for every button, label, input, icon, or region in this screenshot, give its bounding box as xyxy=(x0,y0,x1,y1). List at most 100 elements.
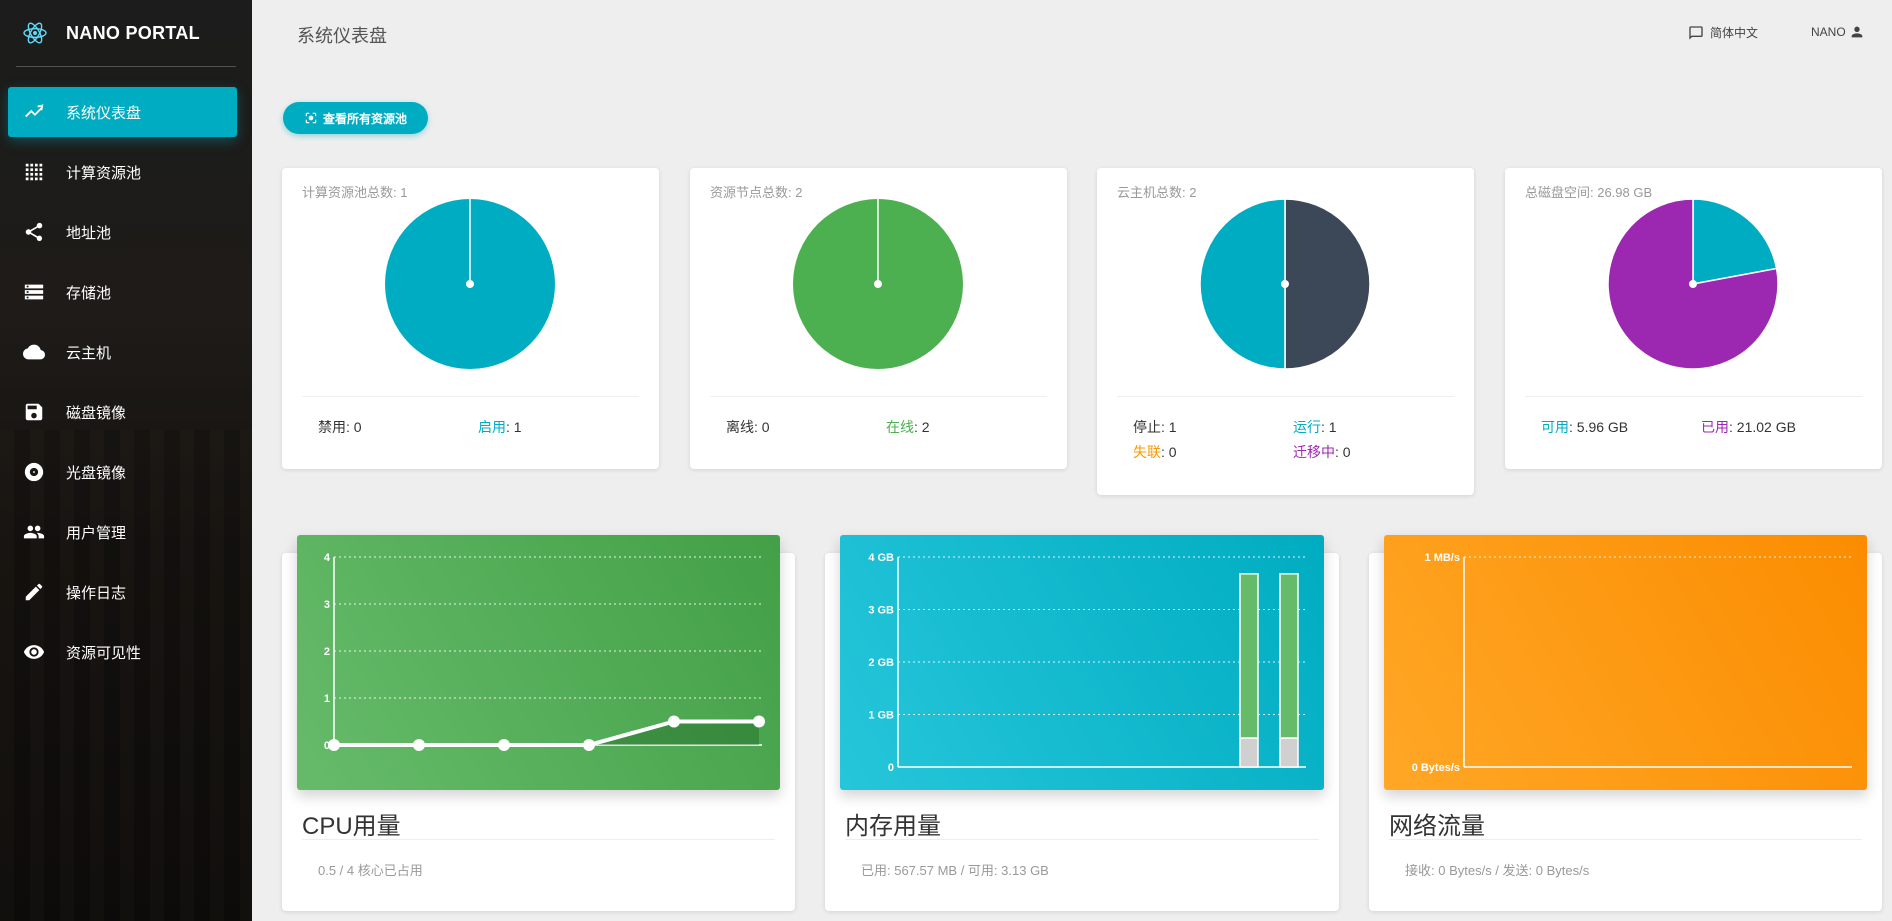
network-divider xyxy=(1389,839,1862,840)
view-all-pools-button[interactable]: 查看所有资源池 xyxy=(283,102,428,134)
pie-chart xyxy=(793,199,963,369)
stat-label: 云主机总数: 2 xyxy=(1117,185,1197,200)
people-icon xyxy=(22,520,46,544)
atom-logo-icon xyxy=(23,22,47,44)
sidebar-item-label: 光盘镜像 xyxy=(66,464,127,482)
trending-icon xyxy=(22,100,46,124)
cpu-chart-title: CPU用量 xyxy=(302,813,401,840)
filter-center-icon xyxy=(305,112,317,124)
legend-key: 停止 xyxy=(1133,419,1161,435)
cpu-area xyxy=(334,721,759,745)
legend-value: : 1 xyxy=(1161,419,1177,435)
memory-free-bar[interactable] xyxy=(1279,573,1299,739)
cpu-point[interactable] xyxy=(753,715,765,728)
stat-divider xyxy=(302,396,639,397)
legend-value: : 0 xyxy=(346,419,362,435)
legend-row: 失联: 0 迁移中: 0 xyxy=(1133,442,1453,467)
legend-key: 失联 xyxy=(1133,444,1161,460)
legend-item: 可用: 5.96 GB xyxy=(1541,417,1701,442)
memory-divider xyxy=(845,839,1319,840)
stat-legend: 停止: 1 运行: 1 失联: 0 迁移中: 0 xyxy=(1133,417,1453,467)
pie-chart xyxy=(1199,198,1371,370)
pie-slice[interactable] xyxy=(1692,198,1778,285)
legend-key: 离线 xyxy=(726,419,754,435)
legend-item: 运行: 1 xyxy=(1293,417,1453,442)
language-switch[interactable]: 简体中文 xyxy=(1688,24,1758,41)
y-tick-label: 4 xyxy=(324,552,331,564)
legend-key: 在线 xyxy=(886,419,914,435)
sidebar-item-6[interactable]: 光盘镜像 xyxy=(8,447,237,497)
legend-item: 已用: 21.02 GB xyxy=(1701,417,1861,442)
memory-free-bar[interactable] xyxy=(1239,573,1259,739)
y-tick-label: 0 Bytes/s xyxy=(1412,762,1460,774)
sidebar-item-label: 磁盘镜像 xyxy=(66,404,127,422)
sidebar-item-9[interactable]: 资源可见性 xyxy=(8,627,237,677)
person-icon xyxy=(1851,26,1863,38)
legend-row: 离线: 0 在线: 2 xyxy=(726,417,1046,442)
legend-item: 停止: 1 xyxy=(1133,417,1293,442)
legend-row: 可用: 5.96 GB 已用: 21.02 GB xyxy=(1541,417,1861,442)
cpu-point[interactable] xyxy=(668,715,680,728)
pie-center xyxy=(1689,280,1697,288)
pie-slice[interactable] xyxy=(1199,198,1286,370)
cpu-footer: 0.5 / 4 核心已占用 xyxy=(318,863,423,878)
cpu-divider xyxy=(302,839,775,840)
memory-footer: 已用: 567.57 MB / 可用: 3.13 GB xyxy=(861,863,1049,878)
memory-used-bar[interactable] xyxy=(1239,737,1259,768)
pie-chart xyxy=(1607,198,1779,370)
sidebar-item-4[interactable]: 云主机 xyxy=(8,327,237,377)
sidebar-item-label: 操作日志 xyxy=(66,584,127,602)
sidebar-item-0[interactable]: 系统仪表盘 xyxy=(8,87,237,137)
y-tick-label: 1 xyxy=(324,693,330,705)
stat-card-2: 云主机总数: 2 停止: 1 运行: 1 失联: 0 迁移中: 0 xyxy=(1097,168,1474,495)
pencil-icon xyxy=(22,580,46,604)
sidebar-nav: 系统仪表盘计算资源池地址池存储池云主机磁盘镜像光盘镜像用户管理操作日志资源可见性 xyxy=(0,87,252,677)
pie-center xyxy=(1281,280,1289,288)
legend-key: 运行 xyxy=(1293,419,1321,435)
y-tick-label: 2 GB xyxy=(868,657,894,669)
cpu-point[interactable] xyxy=(583,739,595,751)
network-chart-title: 网络流量 xyxy=(1389,813,1485,840)
legend-key: 可用 xyxy=(1541,419,1569,435)
y-tick-label: 0 xyxy=(324,740,330,752)
y-tick-label: 4 GB xyxy=(868,552,894,564)
stat-divider xyxy=(1525,396,1862,397)
eye-icon xyxy=(22,640,46,664)
pie-chart xyxy=(385,199,555,369)
sidebar-item-label: 计算资源池 xyxy=(66,164,142,182)
sidebar-item-label: 资源可见性 xyxy=(66,644,142,662)
legend-value: : 21.02 GB xyxy=(1729,419,1796,435)
legend-value: : 1 xyxy=(1321,419,1337,435)
disc-icon xyxy=(22,460,46,484)
stat-legend: 可用: 5.96 GB 已用: 21.02 GB xyxy=(1541,417,1861,442)
memory-chart: 0 1 GB 2 GB 3 GB 4 GB xyxy=(840,535,1324,790)
stat-divider xyxy=(1117,396,1454,397)
legend-value: : 2 xyxy=(914,419,930,435)
memory-chart-title: 内存用量 xyxy=(845,813,941,840)
pie-center xyxy=(466,280,474,288)
cpu-point[interactable] xyxy=(498,739,510,751)
legend-value: : 0 xyxy=(754,419,770,435)
user-menu[interactable]: NANO xyxy=(1811,24,1865,40)
pie-slice[interactable] xyxy=(1607,198,1779,370)
cpu-point[interactable] xyxy=(413,739,425,751)
sidebar-item-8[interactable]: 操作日志 xyxy=(8,567,237,617)
sidebar-item-7[interactable]: 用户管理 xyxy=(8,507,237,557)
legend-row: 停止: 1 运行: 1 xyxy=(1133,417,1453,442)
brand[interactable]: NANO PORTAL xyxy=(0,0,252,66)
storage-icon xyxy=(22,280,46,304)
sidebar-item-label: 云主机 xyxy=(66,344,112,362)
sidebar-item-1[interactable]: 计算资源池 xyxy=(8,147,237,197)
brand-divider xyxy=(16,66,236,67)
sidebar-item-5[interactable]: 磁盘镜像 xyxy=(8,387,237,437)
pie-slice[interactable] xyxy=(1284,198,1371,370)
legend-item: 迁移中: 0 xyxy=(1293,442,1453,467)
sidebar-item-3[interactable]: 存储池 xyxy=(8,267,237,317)
cpu-point[interactable] xyxy=(328,739,340,751)
legend-row: 禁用: 0 启用: 1 xyxy=(318,417,638,442)
y-tick-label: 1 MB/s xyxy=(1425,552,1460,564)
memory-used-bar[interactable] xyxy=(1279,737,1299,768)
sidebar-item-2[interactable]: 地址池 xyxy=(8,207,237,257)
stat-legend: 禁用: 0 启用: 1 xyxy=(318,417,638,442)
legend-key: 迁移中 xyxy=(1293,444,1335,460)
